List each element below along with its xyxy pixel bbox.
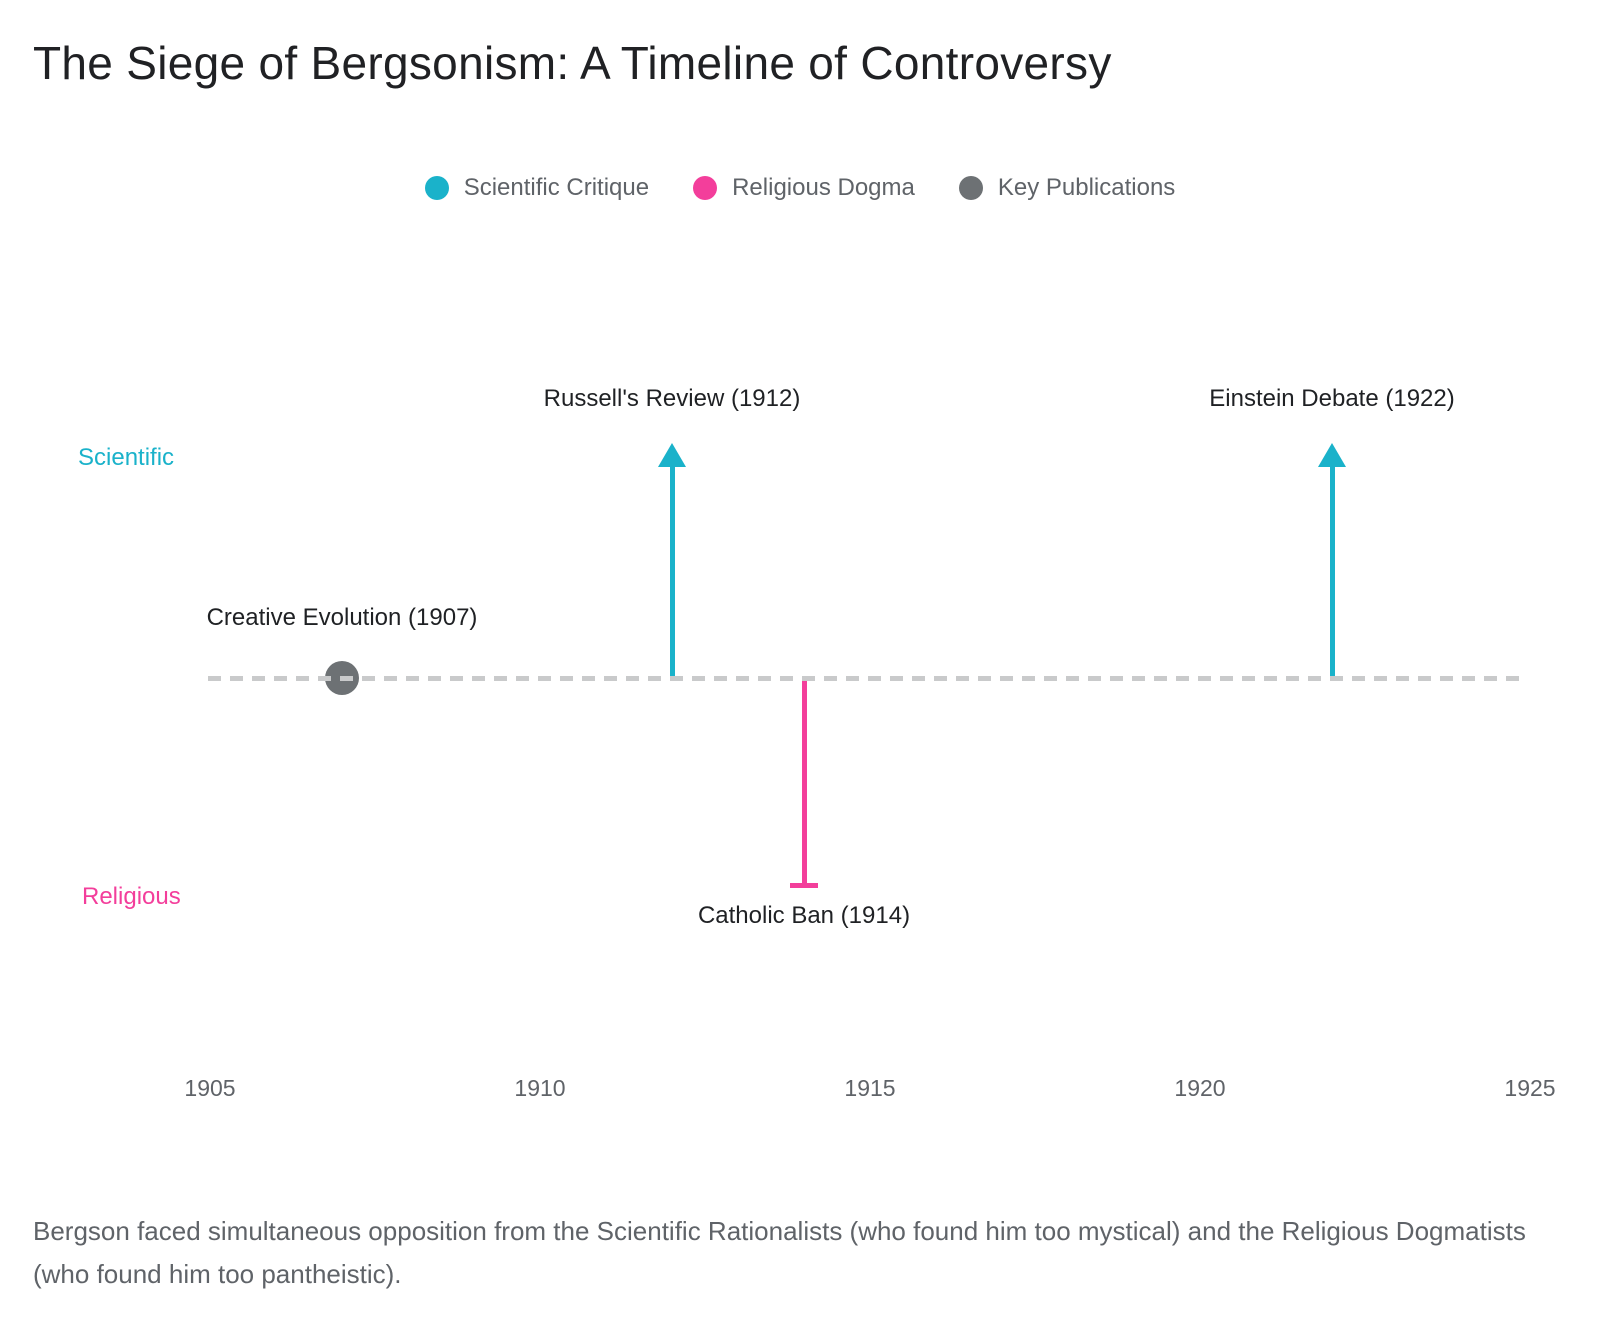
event-label-einstein-debate-1922: Einstein Debate (1922) <box>1209 385 1455 412</box>
legend-label-scientific-critique: Scientific Critique <box>463 174 650 201</box>
event-marker-russell-s-review-1912 <box>669 465 675 678</box>
x-tick-1925: 1925 <box>1504 1075 1556 1101</box>
x-tick-1910: 1910 <box>514 1075 566 1101</box>
x-tick-1920: 1920 <box>1174 1075 1226 1101</box>
lane-label-religious: Religious <box>82 883 181 910</box>
event-label-russell-s-review-1912: Russell's Review (1912) <box>543 385 801 412</box>
event-marker-catholic-ban-1914 <box>801 679 807 886</box>
x-tick-1905: 1905 <box>184 1075 236 1101</box>
legend-label-key-publications: Key Publications <box>997 174 1176 201</box>
legend-item-key-publications[interactable]: Key Publications <box>958 174 1176 202</box>
event-marker-einstein-debate-1922 <box>1329 465 1335 678</box>
legend-item-religious-dogma[interactable]: Religious Dogma <box>693 174 915 202</box>
legend-label-religious-dogma: Religious Dogma <box>732 174 915 201</box>
legend: Scientific Critique Religious Dogma Key … <box>0 174 1600 202</box>
legend-swatch-publications-icon <box>958 176 983 200</box>
event-barcap-catholic-ban-1914 <box>790 883 818 888</box>
event-label-catholic-ban-1914: Catholic Ban (1914) <box>697 902 911 929</box>
event-arrowhead-russell-s-review-1912 <box>658 443 686 467</box>
x-tick-1915: 1915 <box>844 1075 896 1101</box>
lane-label-scientific: Scientific <box>78 444 175 471</box>
chart-caption: Bergson faced simultaneous opposition fr… <box>33 1216 1526 1289</box>
legend-swatch-religious-icon <box>693 176 718 200</box>
legend-item-scientific-critique[interactable]: Scientific Critique <box>424 174 650 202</box>
event-arrowhead-einstein-debate-1922 <box>1318 443 1346 467</box>
chart-title: The Siege of Bergsonism: A Timeline of C… <box>33 37 1112 89</box>
legend-swatch-scientific-icon <box>424 176 449 200</box>
event-label-creative-evolution-1907: Creative Evolution (1907) <box>206 604 478 631</box>
timeline-axis-line <box>208 675 1520 681</box>
